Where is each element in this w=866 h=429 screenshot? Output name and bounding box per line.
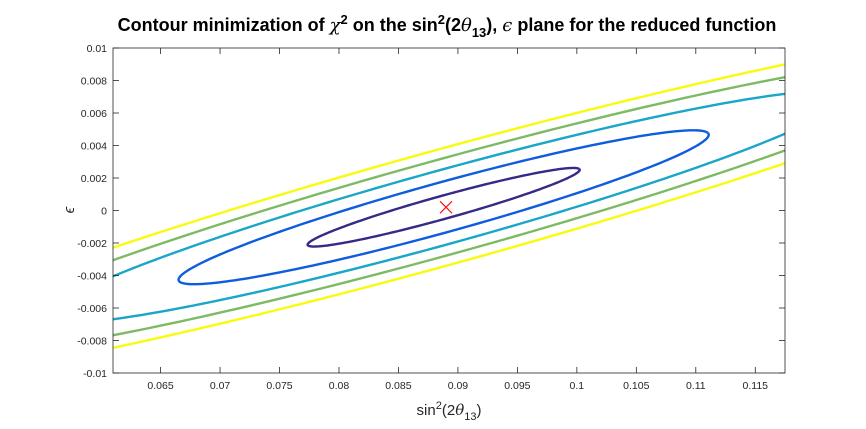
chart-title: Contour minimization of χ2 on the sin2(2… xyxy=(118,12,777,40)
x-axis-ticks: 0.065 0.07 0.075 0.08 0.085 0.09 0.095 0.1 0.105… xyxy=(147,48,768,392)
xlabel-base: sin xyxy=(417,402,436,419)
y-tick-label: 0.008 xyxy=(81,76,107,88)
y-tick-label: 0.006 xyxy=(81,108,107,120)
y-tick-label: 0.01 xyxy=(87,43,108,55)
y-tick-label: -0.008 xyxy=(77,336,107,348)
y-tick-label: -0.002 xyxy=(77,238,107,250)
minimum-marker-stroke-b xyxy=(439,200,453,214)
title-chi: χ xyxy=(328,15,342,36)
y-tick-label: -0.006 xyxy=(77,303,107,315)
title-sin-exponent: 2 xyxy=(438,12,445,27)
x-tick-label: 0.11 xyxy=(686,380,706,392)
y-axis-ticks: -0.01 -0.008 -0.006 -0.004 -0.002 0 0.002 0.004… xyxy=(77,43,785,380)
title-part2: on the sin xyxy=(348,15,438,35)
title-epsilon: ϵ xyxy=(502,15,512,36)
contour-level-1 xyxy=(306,166,581,248)
x-tick-label: 0.065 xyxy=(147,380,173,392)
y-tick-label: 0 xyxy=(101,206,107,218)
title-theta-subscript: 13 xyxy=(472,25,486,40)
y-tick-label: 0.002 xyxy=(81,173,107,185)
contour-lines xyxy=(113,63,785,350)
title-theta: θ xyxy=(461,15,472,36)
contour-level-3 xyxy=(113,92,785,321)
title-part3: (2 xyxy=(445,15,461,35)
title-chi-exponent: 2 xyxy=(341,12,348,27)
title-part5: plane for the reduced function xyxy=(512,15,776,35)
x-tick-label: 0.095 xyxy=(504,380,530,392)
x-tick-label: 0.105 xyxy=(623,380,649,392)
x-tick-label: 0.08 xyxy=(329,380,350,392)
y-tick-label: 0.004 xyxy=(81,141,107,153)
title-part4: ), xyxy=(486,15,502,35)
x-tick-label: 0.07 xyxy=(210,380,231,392)
y-axis-label: ϵ xyxy=(61,206,78,213)
xlabel-close: ) xyxy=(476,402,481,419)
contour-level-2 xyxy=(177,129,710,286)
x-tick-label: 0.09 xyxy=(448,380,469,392)
y-tick-label: -0.004 xyxy=(77,271,107,283)
contour-level-5 xyxy=(113,63,785,350)
x-tick-label: 0.1 xyxy=(570,380,585,392)
title-part1: Contour minimization of xyxy=(118,15,330,35)
contour-level-4 xyxy=(113,75,785,337)
xlabel-open: (2 xyxy=(442,402,455,419)
y-tick-label: -0.01 xyxy=(83,368,107,380)
x-tick-label: 0.085 xyxy=(385,380,411,392)
xlabel-theta: θ xyxy=(455,401,464,419)
xlabel-subscript: 13 xyxy=(464,411,476,423)
xlabel-exponent: 2 xyxy=(436,400,442,412)
x-tick-label: 0.075 xyxy=(266,380,292,392)
x-axis-label: sin2(2θ13) xyxy=(417,400,482,423)
minimum-marker xyxy=(439,200,453,214)
x-tick-label: 0.115 xyxy=(743,380,769,392)
